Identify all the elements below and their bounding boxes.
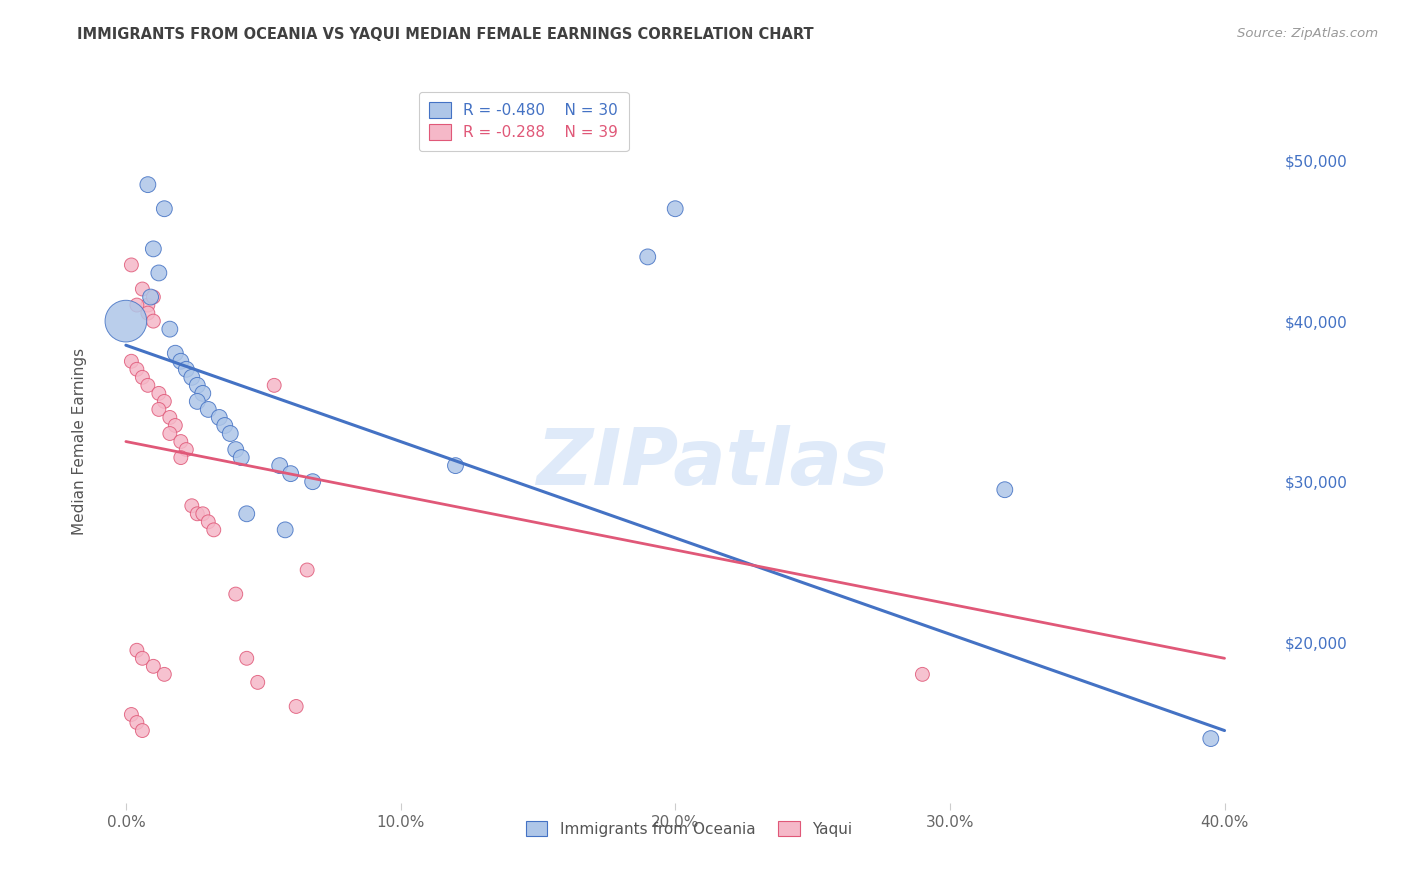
Point: [142, 314, 165, 328]
Point: [170, 354, 193, 368]
Point: [225, 587, 247, 601]
Point: [263, 378, 285, 392]
Point: [125, 715, 148, 730]
Point: [136, 298, 159, 312]
Point: [170, 434, 193, 449]
Point: [120, 258, 142, 272]
Point: [136, 378, 159, 392]
Point: [159, 426, 181, 441]
Point: [153, 667, 176, 681]
Point: [280, 467, 302, 481]
Point: [115, 314, 138, 328]
Point: [225, 442, 247, 457]
Point: [170, 450, 193, 465]
Point: [197, 402, 219, 417]
Point: [176, 442, 198, 457]
Point: [219, 426, 242, 441]
Point: [165, 346, 187, 360]
Point: [125, 643, 148, 657]
Point: [136, 306, 159, 320]
Point: [131, 723, 153, 738]
Point: [120, 354, 142, 368]
Point: [153, 394, 176, 409]
Point: [125, 298, 148, 312]
Point: [131, 370, 153, 384]
Point: [148, 266, 170, 280]
Point: [235, 507, 257, 521]
Point: [285, 699, 308, 714]
Point: [202, 523, 225, 537]
Point: [269, 458, 291, 473]
Point: [176, 362, 198, 376]
Point: [148, 386, 170, 401]
Point: [159, 322, 181, 336]
Point: [208, 410, 231, 425]
Point: [295, 563, 318, 577]
Point: [148, 402, 170, 417]
Point: [186, 394, 208, 409]
Point: [197, 515, 219, 529]
Point: [664, 202, 686, 216]
Point: [444, 458, 467, 473]
Point: [637, 250, 659, 264]
Point: [214, 418, 236, 433]
Point: [191, 507, 214, 521]
Point: [159, 410, 181, 425]
Point: [180, 499, 202, 513]
Point: [274, 523, 297, 537]
Point: [191, 386, 214, 401]
Point: [136, 178, 159, 192]
Point: [142, 659, 165, 673]
Point: [246, 675, 269, 690]
Text: ZIPatlas: ZIPatlas: [537, 425, 889, 501]
Point: [186, 507, 208, 521]
Point: [125, 362, 148, 376]
Point: [142, 242, 165, 256]
Point: [153, 202, 176, 216]
Point: [120, 707, 142, 722]
Point: [231, 450, 253, 465]
Point: [142, 290, 165, 304]
Text: Source: ZipAtlas.com: Source: ZipAtlas.com: [1237, 27, 1378, 40]
Point: [131, 282, 153, 296]
Point: [1199, 731, 1222, 746]
Point: [180, 370, 202, 384]
Text: IMMIGRANTS FROM OCEANIA VS YAQUI MEDIAN FEMALE EARNINGS CORRELATION CHART: IMMIGRANTS FROM OCEANIA VS YAQUI MEDIAN …: [77, 27, 814, 42]
Point: [165, 418, 187, 433]
Point: [994, 483, 1017, 497]
Point: [139, 290, 162, 304]
Legend: Immigrants from Oceania, Yaqui: Immigrants from Oceania, Yaqui: [517, 812, 860, 846]
Point: [235, 651, 257, 665]
Y-axis label: Median Female Earnings: Median Female Earnings: [72, 348, 87, 535]
Point: [911, 667, 934, 681]
Point: [301, 475, 323, 489]
Point: [131, 651, 153, 665]
Point: [186, 378, 208, 392]
